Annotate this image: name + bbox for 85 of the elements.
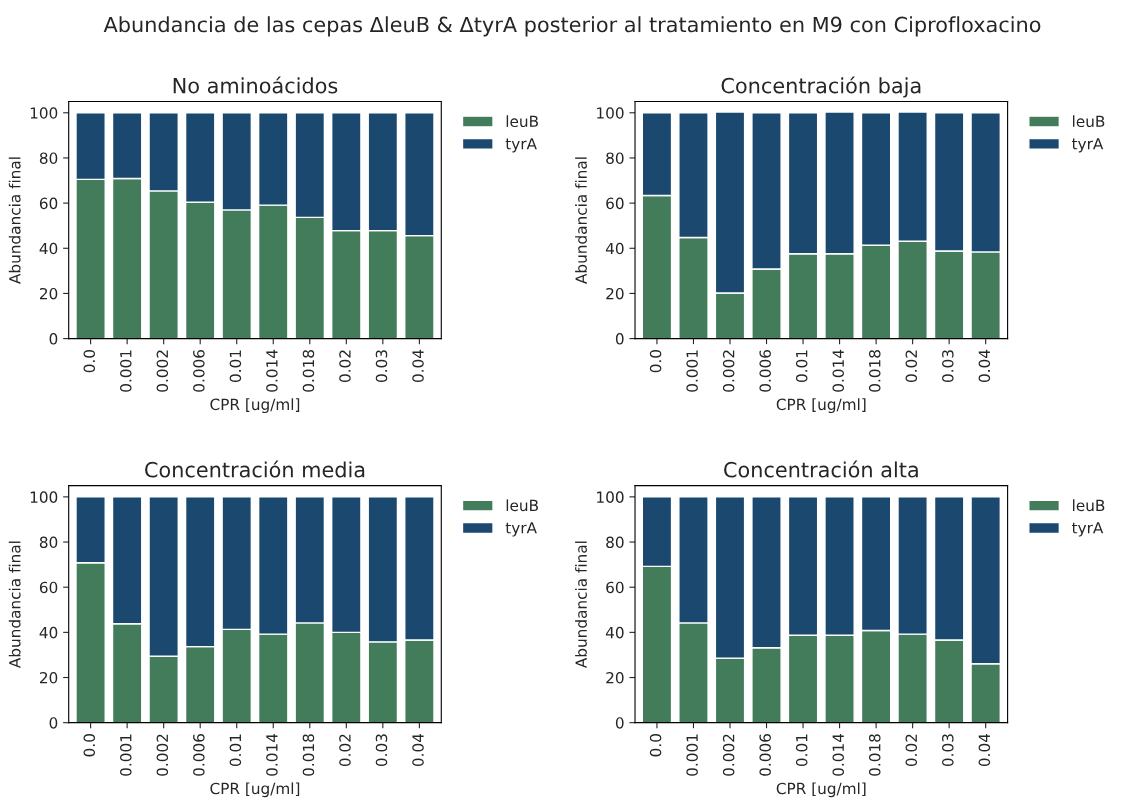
- x-tick-label: 0.014: [832, 349, 845, 392]
- y-tick-label: 100: [597, 107, 624, 119]
- y-tick-label: 0: [49, 717, 58, 729]
- x-tick-label: 0.006: [193, 734, 205, 776]
- legend-label: leuB: [506, 115, 538, 128]
- x-axis-title: CPR [ug/ml]: [776, 782, 866, 798]
- x-tick-label: 0.001: [686, 350, 698, 392]
- x-tick-label: 0.006: [759, 349, 771, 392]
- chart-title: Concentración media: [145, 460, 365, 478]
- x-tick-label: 0.04: [412, 733, 424, 767]
- x-tick-label: 0.04: [412, 349, 424, 383]
- y-tick-label: 40: [605, 626, 624, 639]
- y-tick-label: 80: [606, 536, 624, 549]
- y-axis-title: Abundancia final: [575, 541, 587, 669]
- x-tick-label: 0.018: [868, 350, 881, 392]
- y-axis-title: Abundancia final: [8, 541, 21, 669]
- y-axis-title: Abundancia final: [8, 157, 21, 284]
- legend-label: tyrA: [505, 522, 537, 537]
- y-tick-label: 20: [606, 671, 624, 684]
- legend-label: leuB: [1073, 115, 1105, 128]
- y-tick-label: 60: [39, 197, 58, 210]
- x-tick-label: 0.01: [795, 350, 808, 383]
- x-tick-label: 0.02: [339, 734, 351, 767]
- x-tick-label: 0.04: [978, 733, 991, 767]
- y-tick-label: 20: [39, 671, 58, 684]
- legend-label: leuB: [506, 499, 538, 512]
- x-tick-label: 0.014: [266, 733, 278, 776]
- x-tick-label: 0.014: [266, 349, 278, 392]
- x-tick-label: 0.01: [229, 734, 242, 767]
- y-tick-label: 40: [605, 242, 624, 255]
- chart-title: Concentración baja: [721, 76, 921, 98]
- x-tick-label: 0.001: [686, 734, 698, 776]
- legend-label: tyrA: [505, 138, 537, 153]
- y-tick-label: 100: [30, 491, 58, 503]
- chart-title: Concentración alta: [724, 460, 918, 478]
- x-tick-label: 0.018: [868, 734, 881, 776]
- chart-title: No aminoácidos: [173, 76, 338, 94]
- x-tick-label: 0.014: [832, 733, 845, 776]
- y-tick-label: 40: [39, 242, 58, 255]
- x-tick-label: 0.0: [83, 350, 96, 373]
- y-tick-label: 60: [606, 581, 624, 594]
- text: Abundancia de las cepas ΔleuB & ΔtyrA posterior al tratamiento en M9 con Ciprofloxacino: [103, 16, 1041, 37]
- y-tick-label: 20: [606, 287, 624, 300]
- y-tick-label: 80: [39, 536, 58, 549]
- y-tick-label: 80: [606, 152, 624, 164]
- legend-label: leuB: [1073, 499, 1105, 512]
- x-axis-title: CPR [ug/ml]: [210, 782, 300, 798]
- y-tick-label: 0: [49, 333, 58, 345]
- x-tick-label: 0.01: [229, 350, 242, 383]
- legend-label: tyrA: [1071, 522, 1104, 537]
- x-axis-title: CPR [ug/ml]: [776, 398, 866, 414]
- x-tick-label: 0.001: [120, 350, 132, 392]
- x-tick-label: 0.001: [120, 734, 132, 776]
- x-tick-label: 0.018: [302, 350, 315, 392]
- x-tick-label: 0.002: [722, 350, 735, 392]
- x-tick-label: 0.018: [302, 734, 315, 776]
- x-tick-label: 0.03: [375, 734, 388, 767]
- y-tick-label: 100: [597, 491, 624, 503]
- y-tick-label: 40: [39, 626, 58, 639]
- y-tick-label: 80: [39, 152, 58, 164]
- y-tick-label: 100: [30, 107, 58, 119]
- x-tick-label: 0.03: [375, 350, 388, 383]
- y-tick-label: 0: [615, 333, 624, 345]
- legend-label: tyrA: [1071, 138, 1104, 153]
- x-tick-label: 0.002: [156, 734, 169, 776]
- x-tick-label: 0.03: [942, 350, 954, 383]
- x-tick-label: 0.006: [759, 734, 771, 776]
- x-tick-label: 0.0: [83, 734, 96, 757]
- y-tick-label: 60: [39, 581, 58, 594]
- x-tick-label: 0.002: [156, 350, 169, 392]
- x-tick-label: 0.02: [905, 734, 918, 767]
- x-tick-label: 0.006: [193, 349, 205, 392]
- y-axis-title: Abundancia final: [575, 157, 587, 284]
- x-tick-label: 0.002: [722, 734, 735, 776]
- x-tick-label: 0.02: [339, 350, 351, 383]
- x-axis-title: CPR [ug/ml]: [210, 398, 300, 414]
- x-tick-label: 0.03: [942, 734, 954, 767]
- x-tick-label: 0.0: [649, 350, 662, 373]
- x-tick-label: 0.0: [649, 734, 662, 757]
- x-tick-label: 0.04: [978, 349, 991, 383]
- x-tick-label: 0.02: [905, 350, 918, 383]
- y-tick-label: 20: [39, 287, 58, 300]
- x-tick-label: 0.01: [795, 734, 808, 767]
- y-tick-label: 60: [606, 197, 624, 210]
- y-tick-label: 0: [615, 717, 624, 729]
